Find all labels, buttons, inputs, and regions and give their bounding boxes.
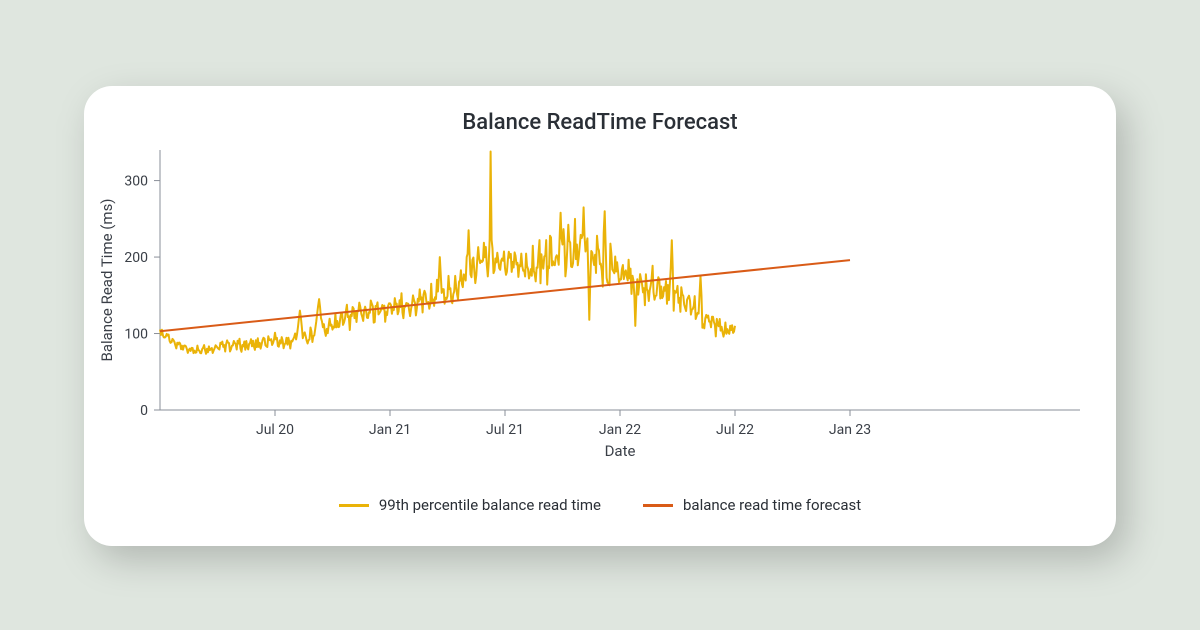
y-tick-label: 0 [140, 403, 148, 419]
x-axis-label: Date [605, 442, 636, 460]
series-p99 [160, 152, 735, 354]
legend-item: 99th percentile balance read time [339, 496, 601, 514]
x-tick-label: Jul 22 [716, 422, 754, 438]
x-tick-label: Jul 20 [256, 422, 294, 438]
legend-label: balance read time forecast [683, 496, 861, 514]
x-tick-label: Jan 22 [599, 422, 641, 438]
chart-legend: 99th percentile balance read time balance… [84, 496, 1116, 514]
y-tick-label: 300 [124, 174, 148, 190]
line-chart: 0 100 200 300 Jul 20 Jan 21 Jul 21 Jan 22 Jul 22… [84, 86, 1116, 546]
chart-title: Balance ReadTime Forecast [84, 110, 1116, 135]
y-tick-label: 100 [124, 327, 148, 343]
legend-item: balance read time forecast [643, 496, 861, 514]
page-background: Balance ReadTime Forecast 0 100 200 300 Jul … [0, 0, 1200, 630]
x-tick-label: Jul 21 [486, 422, 524, 438]
legend-label: 99th percentile balance read time [379, 496, 601, 514]
legend-swatch [339, 504, 369, 507]
y-axis-label: Balance Read Time (ms) [98, 198, 116, 361]
chart-card: Balance ReadTime Forecast 0 100 200 300 Jul … [84, 86, 1116, 546]
y-tick-label: 200 [124, 250, 148, 266]
x-tick-label: Jan 23 [829, 422, 871, 438]
legend-swatch [643, 504, 673, 507]
x-tick-label: Jan 21 [369, 422, 411, 438]
